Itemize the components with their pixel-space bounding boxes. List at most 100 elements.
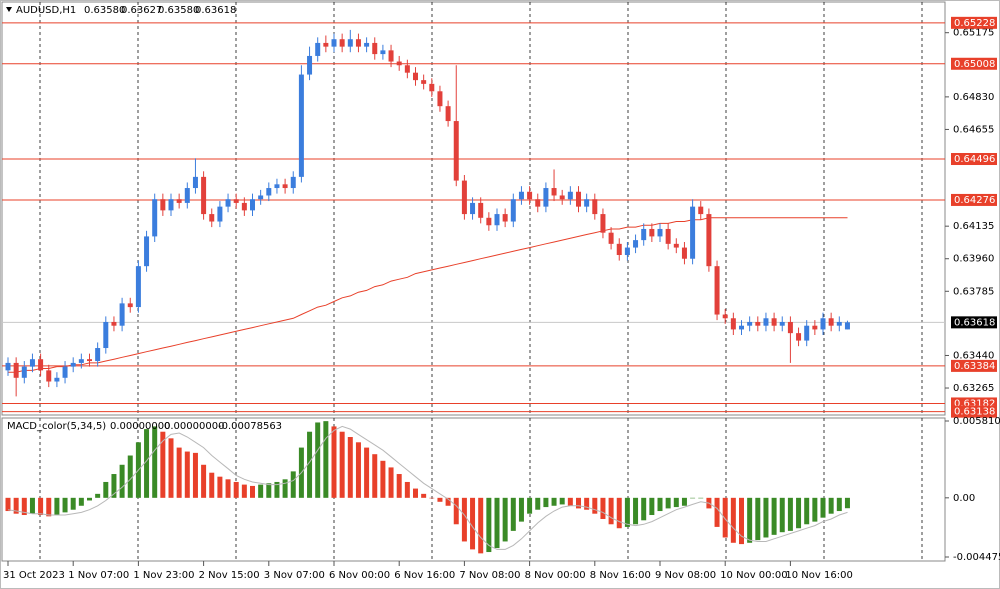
macd-bar [486, 497, 492, 553]
macd-bar [690, 497, 696, 499]
macd-bar [217, 476, 223, 498]
candle-body [192, 176, 198, 189]
axes: 0.65175 0.64830 0.64655 0.64135 0.63960 0.637… [3, 16, 1000, 581]
macd-bar [323, 421, 329, 498]
candle-body [779, 321, 785, 326]
level-label: 0.63384 [954, 361, 995, 372]
candle-body [290, 176, 296, 189]
macd-bar [192, 452, 198, 498]
candle-body [184, 188, 190, 203]
macd-bar [241, 484, 247, 498]
macd-bar [209, 472, 215, 498]
candle-body [763, 318, 769, 326]
candle-body [470, 202, 476, 215]
candle-body [657, 228, 663, 237]
x-tick-label: 8 Nov 00:00 [525, 570, 586, 581]
candle-body [518, 191, 524, 200]
macd-bar [616, 497, 622, 529]
macd-bar [168, 438, 174, 498]
candle-body [103, 321, 109, 349]
macd-bar [681, 497, 687, 506]
candle-body [380, 50, 386, 55]
macd-bar [29, 497, 35, 514]
macd-bar [527, 497, 533, 514]
macd-bar [347, 437, 353, 498]
macd-bar [388, 467, 394, 498]
candle-body [461, 180, 467, 215]
macd-bar [266, 483, 272, 498]
macd-bar [665, 497, 671, 509]
macd-bar [144, 429, 150, 498]
candle-body [70, 362, 76, 367]
candle-body [241, 202, 247, 211]
macd-bar [46, 497, 52, 517]
readout: 0.63627 [121, 5, 162, 16]
chart-title: AUDUSD,H1 [16, 5, 76, 16]
candle-body [706, 214, 712, 267]
macd-bar [624, 497, 630, 527]
macd-bar [307, 431, 313, 498]
macd-bar [95, 493, 101, 498]
candle-body [201, 176, 207, 215]
macd-bar [119, 464, 125, 498]
macd-bar [812, 497, 818, 522]
candle-body [739, 325, 744, 330]
candle-body [250, 199, 255, 211]
y-tick-label: 0.63440 [953, 350, 994, 361]
macd-bar [404, 481, 410, 498]
y-tick-label: 0.63265 [953, 383, 994, 394]
menu-arrow[interactable] [6, 7, 12, 12]
x-tick-label: 7 Nov 08:00 [459, 570, 520, 581]
macd-bar [225, 479, 231, 498]
macd-bar [21, 497, 27, 516]
candle-body [355, 39, 361, 47]
indicator-title: MACD_color(5,34,5) [7, 421, 106, 432]
candle-body [298, 74, 304, 177]
last-price-label: 0.63618 [954, 317, 995, 328]
level-label: 0.65228 [954, 18, 995, 29]
candle-body [274, 184, 280, 189]
candle-body [649, 228, 655, 237]
macd-panel [1, 417, 946, 562]
y-tick-label: 0.63960 [953, 254, 994, 265]
macd-bar [633, 497, 639, 525]
candle-body [421, 80, 427, 84]
candle-body [282, 184, 288, 189]
level-label: 0.63138 [954, 407, 995, 418]
macd-bar [796, 497, 802, 529]
candle-body [38, 359, 44, 371]
macd-bar [13, 497, 19, 514]
macd-bar [576, 497, 581, 509]
macd-bar [258, 484, 264, 498]
macd-bar [201, 464, 207, 498]
macd-bar [62, 497, 68, 513]
macd-bar [274, 481, 280, 498]
candle-body [144, 236, 150, 267]
candle-body [828, 318, 834, 326]
candle-body [95, 348, 101, 362]
candle-body [836, 321, 842, 326]
candle-body [535, 199, 541, 207]
candle-body [771, 318, 777, 326]
last-price-box [951, 316, 997, 329]
x-tick-label: 31 Oct 2023 [3, 570, 65, 581]
candle-body [119, 303, 125, 326]
y-tick-label: 0.0058109 [953, 416, 1000, 427]
candle-body [62, 366, 68, 378]
candle-body [168, 199, 174, 211]
readout: 0.63580 [84, 5, 125, 16]
readout: 0.63618 [195, 5, 236, 16]
y-tick-label: 0.63785 [953, 286, 994, 297]
candle-body [804, 325, 810, 341]
macd-bar [494, 497, 500, 549]
candle-body [494, 214, 500, 226]
macd-bar [608, 497, 614, 525]
macd-bar [152, 426, 158, 498]
candle-body [665, 228, 671, 244]
candle-body [844, 322, 850, 330]
macd-bar [771, 497, 777, 535]
candle-body [551, 188, 557, 196]
y-tick-label: -0.0044757 [953, 552, 1000, 563]
level-label-box [951, 359, 997, 372]
grid [39, 2, 923, 561]
